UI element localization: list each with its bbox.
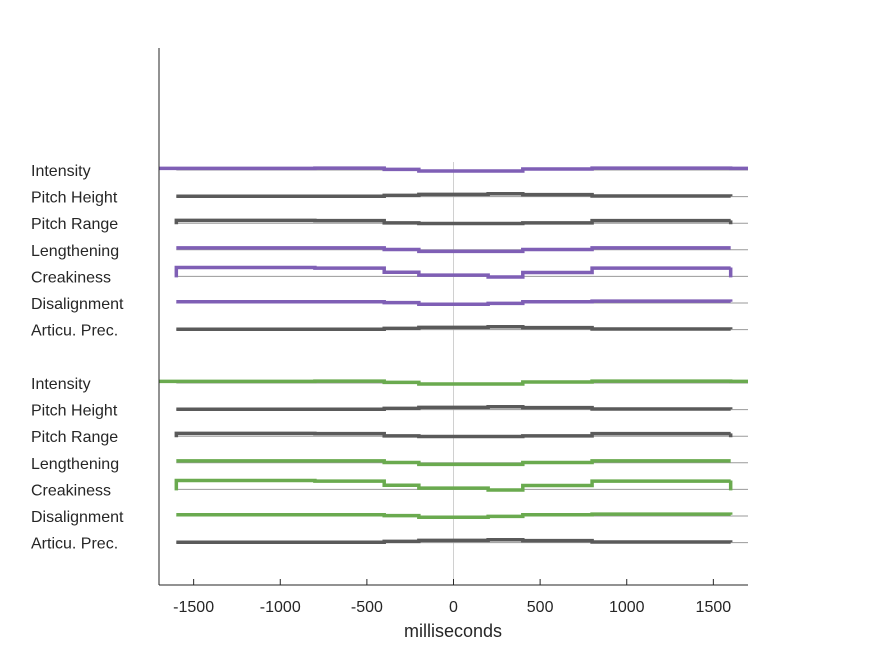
x-tick-label: 1000 [609, 599, 645, 616]
row-label: Pitch Range [31, 429, 118, 446]
row-label: Articu. Prec. [31, 323, 118, 340]
axis-layer: -1500 -1000 -500 0 500 1000 1500 [158, 48, 748, 616]
row-label: Intensity [31, 376, 91, 393]
row-series-line [176, 404, 733, 412]
row-label: Pitch Height [31, 190, 118, 207]
row-series-line [176, 459, 731, 467]
row-series-line [174, 478, 733, 492]
rows-layer: Intensity Pitch Height Pitch Range Lengthen… [31, 163, 748, 553]
row-label: Intensity [31, 163, 91, 180]
row-series-line [176, 191, 733, 199]
row-series-line [159, 379, 748, 386]
row-series-line [174, 265, 733, 279]
row-label: Disalignment [31, 509, 124, 526]
row-series-line [159, 166, 748, 173]
x-tick-label: 0 [449, 599, 458, 616]
row-series-line [176, 512, 733, 520]
row-series-line [176, 324, 733, 332]
x-axis-label: milliseconds [404, 621, 502, 641]
row-series-line [174, 218, 733, 226]
row-label: Creakiness [31, 482, 111, 499]
row-label: Disalignment [31, 296, 124, 313]
row-label: Lengthening [31, 456, 119, 473]
row-series-line [174, 431, 733, 439]
row-series-line [176, 537, 733, 545]
x-tick-label: -1500 [173, 599, 214, 616]
x-tick-label: -1000 [260, 599, 301, 616]
row-label: Pitch Range [31, 216, 118, 233]
x-tick-label: 1500 [696, 599, 732, 616]
row-label: Lengthening [31, 243, 119, 260]
row-label: Creakiness [31, 269, 111, 286]
row-series-line [176, 299, 733, 307]
row-label: Pitch Height [31, 403, 118, 420]
x-tick-label: -500 [351, 599, 383, 616]
row-label: Articu. Prec. [31, 536, 118, 553]
row-series-line [176, 246, 731, 254]
x-tick-label: 500 [527, 599, 554, 616]
